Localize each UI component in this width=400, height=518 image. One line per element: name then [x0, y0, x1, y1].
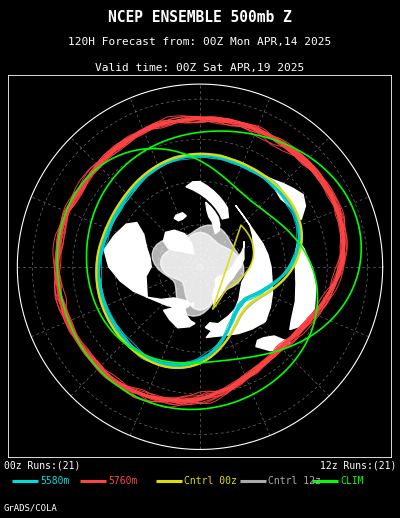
Text: Cntrl 00z: Cntrl 00z — [184, 476, 237, 486]
Polygon shape — [152, 225, 244, 316]
Polygon shape — [205, 323, 230, 332]
Circle shape — [17, 84, 383, 450]
Polygon shape — [174, 213, 186, 221]
Polygon shape — [256, 336, 290, 351]
Text: 120H Forecast from: 00Z Mon APR,14 2025: 120H Forecast from: 00Z Mon APR,14 2025 — [68, 37, 332, 47]
Polygon shape — [206, 205, 272, 338]
Text: 5760m: 5760m — [108, 476, 137, 486]
Text: 5580m: 5580m — [40, 476, 69, 486]
Polygon shape — [213, 241, 244, 305]
Text: 12z Runs:(21): 12z Runs:(21) — [320, 461, 396, 471]
Polygon shape — [290, 240, 316, 329]
Text: NCEP ENSEMBLE 500mb Z: NCEP ENSEMBLE 500mb Z — [108, 10, 292, 25]
Polygon shape — [186, 181, 228, 219]
Text: 00z Runs:(21): 00z Runs:(21) — [4, 461, 80, 471]
Polygon shape — [264, 175, 306, 220]
Polygon shape — [164, 230, 194, 254]
Polygon shape — [206, 202, 220, 234]
Polygon shape — [104, 223, 194, 309]
Polygon shape — [164, 304, 195, 328]
Text: Valid time: 00Z Sat APR,19 2025: Valid time: 00Z Sat APR,19 2025 — [95, 63, 305, 73]
Text: Cntrl 12z: Cntrl 12z — [268, 476, 321, 486]
Text: GrADS/COLA: GrADS/COLA — [4, 503, 58, 512]
Text: CLIM: CLIM — [340, 476, 364, 486]
Polygon shape — [160, 233, 240, 310]
